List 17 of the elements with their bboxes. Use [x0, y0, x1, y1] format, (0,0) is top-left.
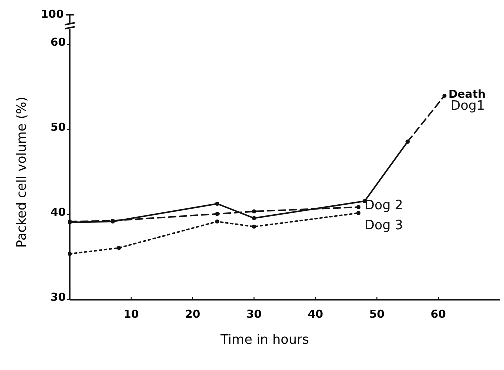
x-tick-label: 40 — [308, 308, 324, 321]
x-tick-label: 10 — [124, 308, 140, 321]
y-tick-label: 50 — [50, 121, 66, 134]
x-tick-label: 50 — [369, 308, 386, 321]
series-label: Dog 3 — [364, 218, 404, 234]
series-label: Dog 2 — [364, 198, 404, 214]
y-axis-title: Packed cell volume (%) — [15, 96, 30, 248]
x-tick-label: 20 — [185, 308, 201, 321]
text: 100 — [41, 8, 64, 21]
text: Dog1 — [450, 99, 486, 114]
y-tick-label: 30 — [50, 291, 66, 304]
x-axis-title: Time in hours — [220, 333, 310, 348]
annotation: Death — [448, 88, 486, 101]
x-tick-label: 60 — [430, 308, 447, 321]
x-tick-label: 30 — [246, 308, 262, 321]
y-tick-label: 40 — [50, 206, 66, 220]
y-tick-label: 60 — [50, 36, 66, 50]
